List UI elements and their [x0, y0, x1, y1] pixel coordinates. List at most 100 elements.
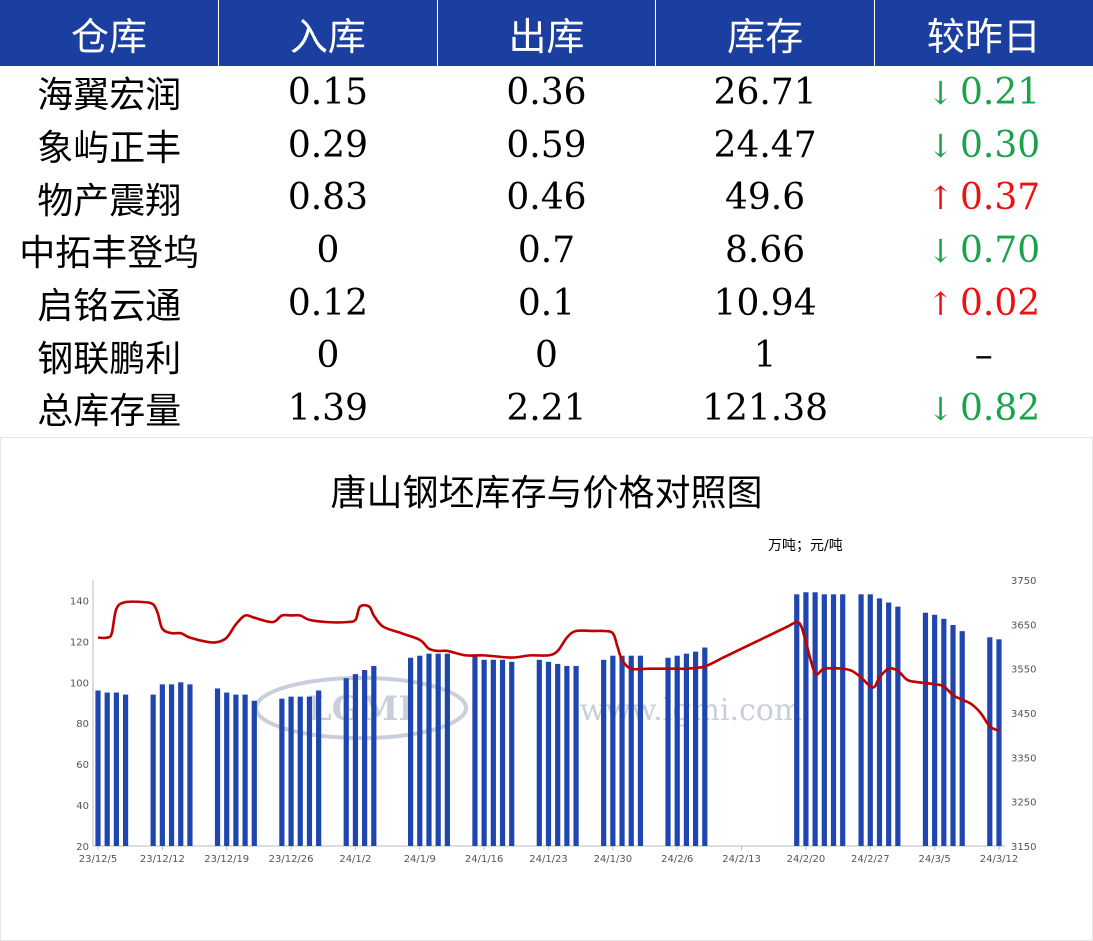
warehouse-cell: 海翼宏润: [37, 75, 182, 117]
x-tick-label: 24/2/20: [787, 854, 826, 865]
in-cell: 0: [316, 335, 340, 377]
out-cell: 0.59: [506, 124, 587, 166]
inventory-bar: [371, 665, 377, 846]
in-cell: 0.15: [287, 71, 368, 113]
table-row: 启铭云通 0.12 0.1 10.94 ↑ 0.02: [0, 277, 1093, 330]
table-row: 象屿正丰 0.29 0.59 24.47 ↓ 0.30: [0, 119, 1093, 172]
warehouse-cell: 总库存量: [37, 391, 182, 433]
warehouse-cell: 物产震翔: [37, 180, 182, 222]
inventory-bar: [555, 663, 561, 846]
watermark-logo: LGMI: [308, 689, 414, 729]
inventory-bar: [417, 655, 423, 846]
x-tick-label: 24/3/12: [980, 854, 1019, 865]
inventory-bar: [876, 598, 883, 846]
inventory-bar: [573, 665, 579, 846]
out-cell: 0.46: [506, 177, 587, 219]
left-tick-label: 60: [76, 760, 89, 771]
inventory-bar: [435, 653, 441, 846]
inventory-bar: [233, 694, 239, 846]
inventory-bar: [150, 694, 156, 846]
stock-cell: 8.66: [725, 229, 806, 271]
header-change: 较昨日: [874, 0, 1093, 66]
inventory-bar: [122, 694, 129, 846]
stock-cell: 1: [753, 335, 777, 377]
table-row: 物产震翔 0.83 0.46 49.6 ↑ 0.37: [0, 171, 1093, 224]
inventory-bar: [941, 618, 947, 846]
left-tick-label: 80: [76, 719, 89, 730]
inventory-bar: [472, 655, 478, 846]
inventory-bar: [316, 690, 322, 846]
watermark: LGMI www.lgmi.com: [254, 676, 803, 740]
inventory-bar: [509, 661, 515, 846]
in-cell: 0.83: [287, 177, 368, 219]
right-tick-label: 3650: [1011, 620, 1036, 631]
table-header-row: 仓库 入库 出库 库存 较昨日: [0, 0, 1093, 66]
x-tick-label: 23/12/19: [204, 854, 249, 865]
arrow-up-icon: ↑: [927, 179, 955, 218]
inventory-bar: [214, 688, 221, 846]
inventory-bar: [352, 674, 359, 846]
change-cell: ↑ 0.02: [874, 277, 1093, 330]
stock-cell: 26.71: [713, 71, 817, 113]
price-line: [97, 600, 1000, 732]
inventory-bar: [481, 659, 487, 846]
table-row: 海翼宏润 0.15 0.36 26.71 ↓ 0.21: [0, 66, 1093, 119]
inventory-bar: [288, 696, 294, 846]
stock-cell: 10.94: [713, 282, 817, 324]
in-cell: 0: [316, 229, 340, 271]
header-warehouse: 仓库: [0, 0, 220, 66]
inventory-bar: [444, 653, 450, 846]
inventory-bar: [959, 631, 965, 846]
x-tick-label: 23/12/26: [269, 854, 314, 865]
inventory-bar: [251, 700, 257, 846]
change-cell: ↓ 0.21: [874, 66, 1093, 119]
change-value: 0.70: [960, 229, 1041, 271]
inventory-bar: [922, 612, 929, 846]
inventory-bar: [619, 655, 625, 846]
in-cell: 0.29: [287, 124, 368, 166]
chart-title: 唐山钢坯库存与价格对照图: [330, 473, 763, 514]
inventory-bar: [490, 659, 496, 846]
x-tick-label: 24/1/2: [339, 854, 371, 865]
inventory-bar: [674, 655, 680, 846]
out-cell: 0.7: [517, 229, 576, 271]
left-tick-label: 40: [76, 801, 89, 812]
inventory-bar: [297, 696, 303, 846]
inventory-bar: [702, 647, 708, 846]
chart-canvas: LGMI www.lgmi.com 20 40 60 80 100 120 140 3150 3…: [70, 576, 1037, 865]
arrow-down-icon: ↓: [927, 389, 955, 428]
arrow-down-icon: ↓: [927, 231, 955, 270]
out-cell: 2.21: [506, 387, 587, 429]
change-cell: ↓ 0.82: [874, 382, 1093, 435]
stock-cell: 121.38: [702, 387, 829, 429]
right-tick-label: 3550: [1011, 665, 1036, 676]
right-tick-label: 3150: [1011, 842, 1036, 853]
change-cell: ↓ 0.70: [874, 224, 1093, 277]
right-tick-label: 3450: [1011, 709, 1036, 720]
header-out: 出库: [437, 0, 657, 66]
inventory-bar: [104, 692, 110, 846]
inventory-bar: [665, 657, 671, 846]
change-cell: ↓ 0.30: [874, 119, 1093, 172]
inventory-bar: [610, 655, 616, 846]
watermark-url: www.lgmi.com: [580, 693, 803, 728]
header-stock: 库存: [655, 0, 875, 66]
change-value: 0.30: [960, 124, 1041, 166]
table-body: 海翼宏润 0.15 0.36 26.71 ↓ 0.21 象屿正丰 0.29 0.59 24.47 ↓…: [0, 66, 1093, 435]
warehouse-cell: 中拓丰登坞: [19, 233, 200, 275]
x-tick-label: 24/3/5: [919, 854, 951, 865]
left-tick-label: 100: [70, 678, 89, 689]
unit-label: 万吨；元/吨: [768, 538, 843, 554]
warehouse-cell: 启铭云通: [37, 286, 182, 328]
right-tick-label: 3250: [1011, 798, 1036, 809]
inventory-bar: [224, 692, 230, 846]
table-row: 中拓丰登坞 0 0.7 8.66 ↓ 0.70: [0, 224, 1093, 277]
table-row: 总库存量 1.39 2.21 121.38 ↓ 0.82: [0, 382, 1093, 435]
x-tick-label: 24/1/30: [594, 854, 633, 865]
warehouse-cell: 钢联鹏利: [37, 338, 182, 380]
right-tick-label: 3350: [1011, 753, 1036, 764]
arrow-down-icon: ↓: [927, 126, 955, 165]
inventory-bar: [545, 661, 552, 846]
x-tick-label: 24/1/9: [404, 854, 436, 865]
inventory-bar: [178, 682, 184, 846]
